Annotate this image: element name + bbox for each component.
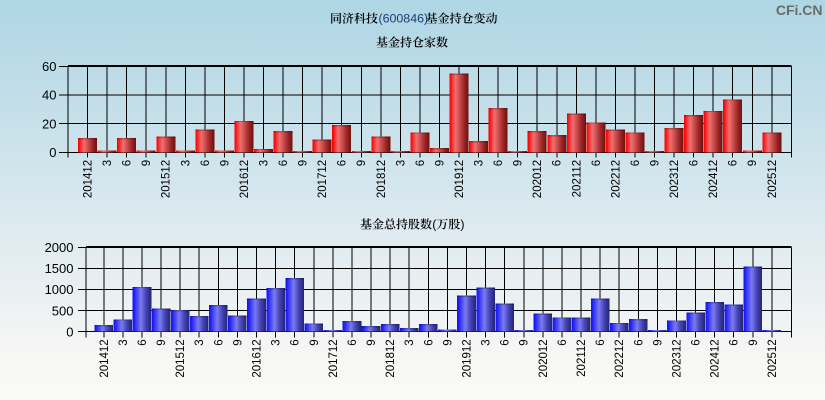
svg-text:202512: 202512 [767,339,779,377]
svg-text:202012: 202012 [532,160,544,198]
svg-text:6: 6 [415,160,427,166]
svg-text:202412: 202412 [708,160,720,198]
svg-text:9: 9 [232,339,244,345]
svg-text:201612: 201612 [239,160,251,198]
svg-text:6: 6 [347,339,359,345]
svg-text:(: ( [432,217,437,231]
svg-text:201612: 201612 [252,339,264,377]
svg-text:201812: 201812 [376,160,388,198]
svg-text:6: 6 [423,339,435,345]
svg-text:6: 6 [633,339,645,345]
svg-text:(600846): (600846) [379,12,429,26]
svg-text:6: 6 [337,160,349,166]
svg-text:6: 6 [213,339,225,345]
svg-text:201412: 201412 [83,160,95,198]
svg-text:2000: 2000 [45,240,74,255]
svg-text:201512: 201512 [175,339,187,377]
svg-text:9: 9 [650,160,662,166]
svg-text:0: 0 [66,324,73,339]
svg-text:60: 60 [42,59,56,74]
svg-text:3: 3 [118,339,130,345]
svg-text:201812: 201812 [385,339,397,377]
svg-text:1000: 1000 [45,282,74,297]
svg-text:3: 3 [404,339,416,345]
svg-text:3: 3 [180,160,192,166]
svg-text:201912: 201912 [461,339,473,377]
svg-text:9: 9 [513,160,525,166]
svg-text:9: 9 [442,339,454,345]
svg-text:6: 6 [493,160,505,166]
svg-text:3: 3 [102,160,114,166]
svg-text:6: 6 [552,160,564,166]
svg-text:3: 3 [271,339,283,345]
svg-text:9: 9 [748,339,760,345]
svg-text:40: 40 [42,88,56,103]
svg-text:202312: 202312 [669,160,681,198]
svg-text:9: 9 [652,339,664,345]
svg-text:500: 500 [52,303,74,318]
svg-text:9: 9 [366,339,378,345]
svg-text:): ) [460,217,464,231]
svg-text:3: 3 [474,160,486,166]
svg-text:6: 6 [137,339,149,345]
svg-text:3: 3 [259,160,271,166]
svg-text:9: 9 [298,160,310,166]
svg-text:201412: 201412 [99,339,111,377]
svg-text:6: 6 [290,339,302,345]
svg-text:202412: 202412 [710,339,722,377]
svg-text:201512: 201512 [161,160,173,198]
svg-text:9: 9 [356,160,368,166]
svg-text:6: 6 [500,339,512,345]
svg-text:6: 6 [630,160,642,166]
svg-text:201712: 201712 [317,160,329,198]
svg-text:9: 9 [747,160,759,166]
svg-text:0: 0 [49,145,56,160]
svg-text:9: 9 [309,339,321,345]
svg-text:6: 6 [591,160,603,166]
svg-text:6: 6 [200,160,212,166]
svg-text:6: 6 [729,339,741,345]
svg-text:9: 9 [141,160,153,166]
svg-text:6: 6 [689,160,701,166]
svg-text:201912: 201912 [454,160,466,198]
svg-text:6: 6 [595,339,607,345]
svg-text:202012: 202012 [538,339,550,377]
svg-text:202212: 202212 [614,339,626,377]
svg-text:20: 20 [42,116,56,131]
svg-text:202312: 202312 [671,339,683,377]
svg-text:202212: 202212 [610,160,622,198]
svg-text:6: 6 [557,339,569,345]
svg-text:6: 6 [728,160,740,166]
svg-text:1500: 1500 [45,261,74,276]
svg-text:202512: 202512 [767,160,779,198]
svg-text:9: 9 [219,160,231,166]
svg-text:201712: 201712 [328,339,340,377]
svg-text:202112: 202112 [571,160,583,198]
svg-text:CFi.CN: CFi.CN [776,2,823,18]
svg-text:6: 6 [278,160,290,166]
svg-text:3: 3 [194,339,206,345]
svg-text:3: 3 [481,339,493,345]
svg-text:9: 9 [156,339,168,345]
svg-text:3: 3 [395,160,407,166]
svg-text:9: 9 [434,160,446,166]
svg-text:9: 9 [519,339,531,345]
svg-text:6: 6 [691,339,703,345]
svg-text:6: 6 [122,160,134,166]
svg-text:202112: 202112 [576,339,588,377]
